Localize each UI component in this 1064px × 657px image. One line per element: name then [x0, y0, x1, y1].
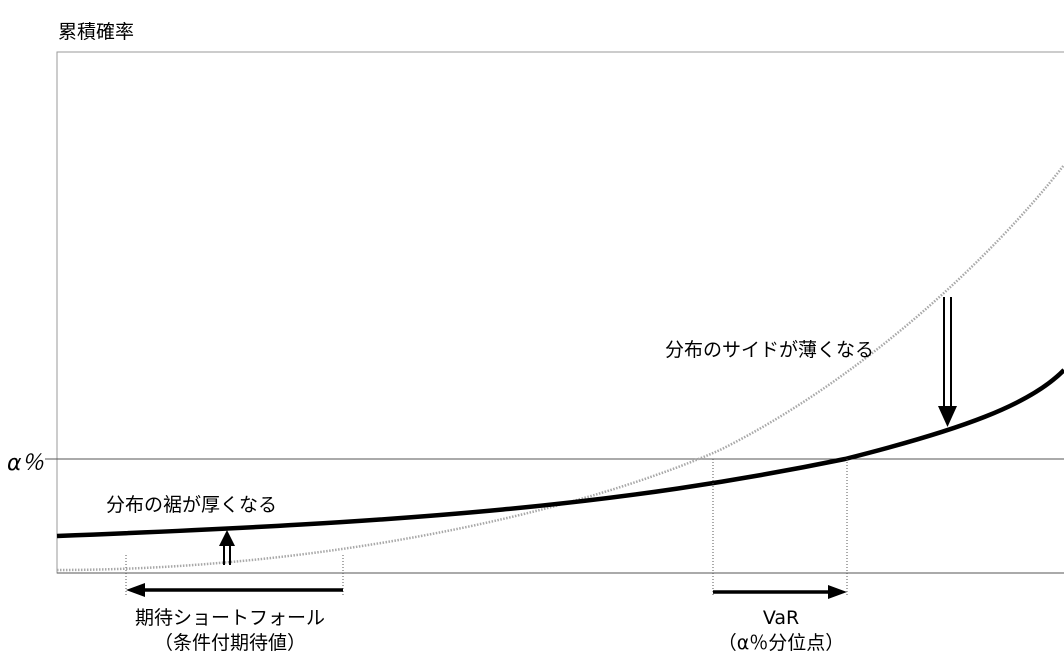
var-sublabel: （α％分位点） — [718, 632, 845, 654]
fat-tail-distribution-curve — [56, 368, 1064, 539]
var-label: VaR — [763, 607, 799, 629]
thin-side-annotation: 分布のサイドが薄くなる — [665, 339, 874, 361]
thinner-side-arrow — [938, 297, 957, 427]
expected-shortfall-label: 期待ショートフォール — [135, 607, 325, 629]
expected-shortfall-sublabel: （条件付期待値） — [154, 632, 306, 654]
reference-distribution-curve — [56, 164, 1064, 572]
thicker-tail-arrow — [219, 530, 235, 565]
var-arrow — [713, 585, 847, 599]
alpha-label: α％ — [7, 451, 45, 476]
y-axis-title: 累積確率 — [58, 21, 134, 43]
expected-shortfall-arrow — [126, 583, 343, 597]
thick-tail-annotation: 分布の裾が厚くなる — [106, 494, 277, 516]
